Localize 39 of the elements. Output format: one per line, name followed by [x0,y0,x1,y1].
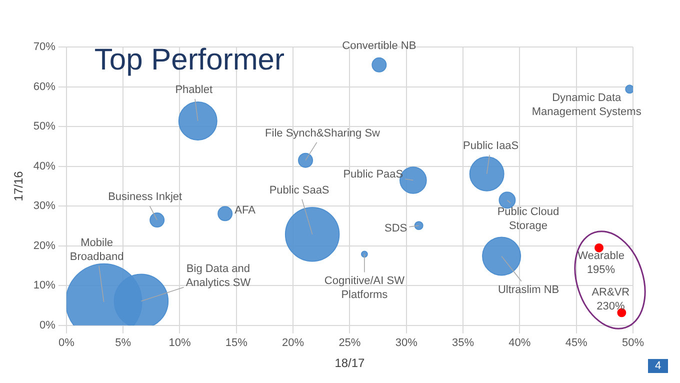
annotation: Ultraslim NB [498,284,560,296]
text: 4 [654,360,662,372]
y-tick-label: 50% [33,120,56,133]
x-tick-label: 35% [452,337,474,350]
x-tick-label: 30% [395,337,418,350]
annotation: Public Cloud Storage [497,206,560,232]
x-tick-label: 20% [282,337,304,350]
annotation: SDS [384,222,408,235]
x-tick-label: 15% [225,337,248,350]
y-tick-label: 30% [33,200,56,212]
x-tick-label: 25% [338,337,361,350]
y-tick-label: 70% [33,41,56,54]
annotation: Big Data and Analytics SW [186,263,252,290]
annotation: Dynamic Data Management Systems [532,92,642,118]
annotation: Cognitive/AI SW Platforms [324,275,406,302]
annotation: AR&VR 230% [592,286,630,313]
annotation: Public IaaS [462,140,519,152]
annotation: Public SaaS [269,184,330,196]
annotation: AFA [234,204,256,217]
x-tick-label: 5% [115,337,132,350]
x-tick-label: 45% [565,337,588,350]
y-tick-label: 20% [33,240,56,252]
annotation: Wearable 195% [578,250,624,276]
x-tick-label: 40% [508,337,531,350]
x-tick-label: 10% [168,337,191,350]
y-tick-label: 40% [33,160,56,172]
y-tick-label: 10% [33,280,56,292]
y-axis-title: 17/16 [12,170,26,202]
annotation: File Synch&Sharing Sw [265,127,380,140]
annotation: Business Inkjet [108,191,182,204]
annotation: Convertible NB [342,40,416,52]
y-tick-label: 60% [33,80,56,93]
annotation: Phablet [175,84,213,96]
x-tick-label: 50% [622,337,644,350]
annotation: Mobile Broadband [70,236,124,263]
y-tick-label: 0% [40,319,56,332]
x-axis-title: 18/17 [334,356,366,370]
chart-title: Top Performer [94,43,284,76]
x-tick-label: 0% [58,337,75,350]
